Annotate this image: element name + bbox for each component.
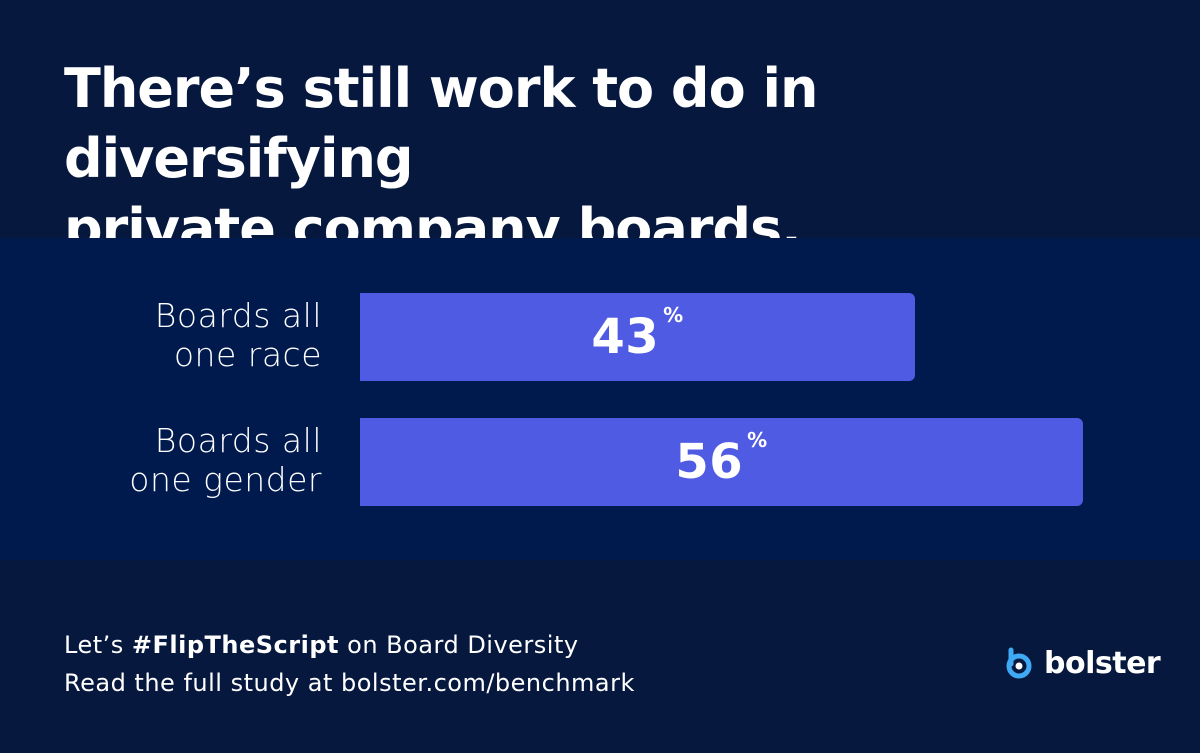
data-label: 43%	[591, 303, 684, 365]
footer-prefix: Let’s	[64, 631, 132, 659]
bolster-b-icon	[1006, 647, 1032, 678]
title-line-1: There’s still work to do in diversifying	[64, 57, 818, 190]
page-title: There’s still work to do in diversifying…	[64, 54, 1144, 264]
data-label: 56%	[675, 428, 768, 490]
category-label-line: Boards all	[154, 296, 322, 335]
category-label-line: one race	[173, 335, 322, 374]
category-label: Boards all one gender	[60, 421, 322, 499]
category-label: Boards all one race	[60, 296, 322, 374]
unit-label: %	[747, 428, 768, 452]
unit-label: %	[663, 303, 684, 327]
bar: 56%	[360, 418, 1083, 506]
bar: 43%	[360, 293, 915, 381]
category-label-line: one gender	[129, 460, 322, 499]
hashtag-link[interactable]: #FlipTheScript	[131, 631, 339, 659]
bolster-logo[interactable]: bolster	[1002, 646, 1161, 681]
footer-line-1: Let’s #FlipTheScript on Board Diversity	[64, 626, 635, 664]
category-label-line: Boards all	[154, 421, 322, 460]
footer-line-2: Read the full study at bolster.com/bench…	[64, 669, 635, 697]
chart-band	[0, 238, 1200, 560]
footer-text: Let’s #FlipTheScript on Board Diversity …	[64, 626, 635, 702]
footer-suffix: on Board Diversity	[339, 631, 579, 659]
logo-text: bolster	[1044, 646, 1161, 681]
